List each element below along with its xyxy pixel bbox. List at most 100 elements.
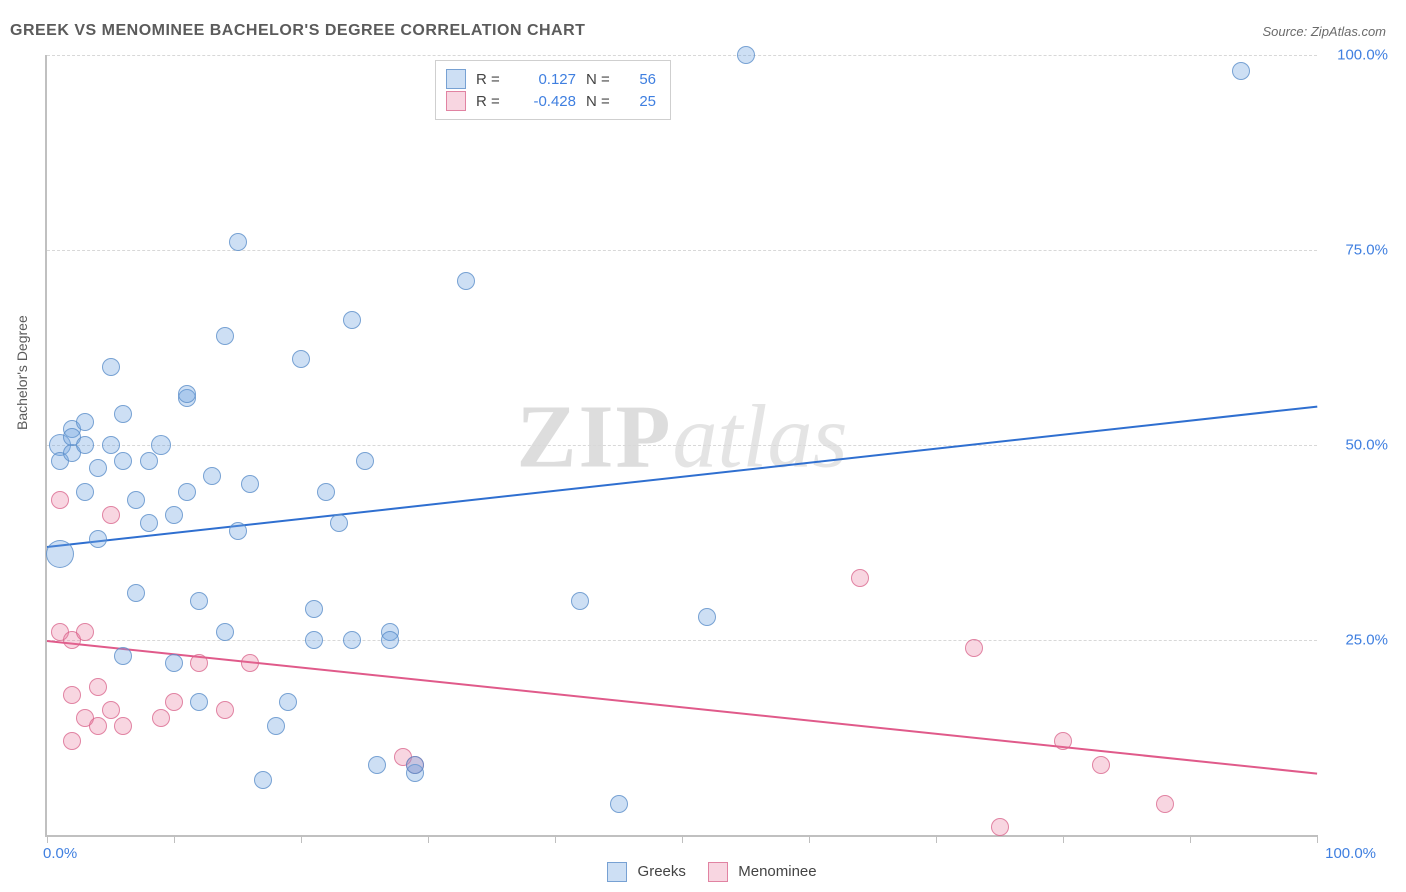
x-tick-label-left: 0.0% xyxy=(43,845,77,862)
y-tick-label: 75.0% xyxy=(1345,242,1388,259)
x-tick xyxy=(809,835,810,843)
watermark: ZIPatlas xyxy=(516,385,847,488)
r-value-greeks: 0.127 xyxy=(516,71,576,88)
legend-row-greeks: R = 0.127 N = 56 xyxy=(446,69,656,89)
data-point-greeks xyxy=(368,756,386,774)
data-point-greeks xyxy=(343,631,361,649)
x-tick xyxy=(1063,835,1064,843)
x-tick xyxy=(682,835,683,843)
data-point-greeks xyxy=(114,405,132,423)
data-point-greeks xyxy=(267,717,285,735)
data-point-greeks xyxy=(381,631,399,649)
data-point-menominee xyxy=(965,639,983,657)
data-point-menominee xyxy=(102,506,120,524)
data-point-greeks xyxy=(1232,62,1250,80)
trend-line-menominee xyxy=(47,640,1317,775)
data-point-greeks xyxy=(102,436,120,454)
data-point-greeks xyxy=(89,459,107,477)
data-point-greeks xyxy=(190,592,208,610)
n-value-menominee: 25 xyxy=(626,93,656,110)
data-point-greeks xyxy=(76,483,94,501)
watermark-atlas: atlas xyxy=(672,387,847,486)
data-point-menominee xyxy=(89,717,107,735)
data-point-greeks xyxy=(406,756,424,774)
data-point-greeks xyxy=(343,311,361,329)
data-point-greeks xyxy=(178,385,196,403)
data-point-greeks xyxy=(102,358,120,376)
data-point-greeks xyxy=(216,327,234,345)
data-point-greeks xyxy=(127,584,145,602)
n-value-greeks: 56 xyxy=(626,71,656,88)
data-point-greeks xyxy=(127,491,145,509)
data-point-greeks xyxy=(46,540,74,568)
scatter-plot-area: ZIPatlas xyxy=(45,55,1317,837)
data-point-menominee xyxy=(851,569,869,587)
data-point-menominee xyxy=(63,686,81,704)
r-value-menominee: -0.428 xyxy=(516,93,576,110)
data-point-greeks xyxy=(229,233,247,251)
x-tick xyxy=(936,835,937,843)
data-point-menominee xyxy=(1054,732,1072,750)
data-point-greeks xyxy=(356,452,374,470)
data-point-greeks xyxy=(292,350,310,368)
data-point-greeks xyxy=(76,436,94,454)
watermark-zip: ZIP xyxy=(516,387,672,486)
data-point-greeks xyxy=(610,795,628,813)
data-point-menominee xyxy=(165,693,183,711)
source-label: Source: ZipAtlas.com xyxy=(1262,24,1386,39)
x-tick-label-right: 100.0% xyxy=(1325,845,1376,862)
data-point-menominee xyxy=(63,732,81,750)
gridline xyxy=(47,55,1317,56)
data-point-greeks xyxy=(698,608,716,626)
data-point-greeks xyxy=(279,693,297,711)
data-point-menominee xyxy=(991,818,1009,836)
data-point-menominee xyxy=(51,491,69,509)
x-tick xyxy=(301,835,302,843)
swatch-menominee xyxy=(446,91,466,111)
data-point-greeks xyxy=(571,592,589,610)
swatch-greeks xyxy=(607,862,627,882)
chart-title: GREEK VS MENOMINEE BACHELOR'S DEGREE COR… xyxy=(10,22,585,40)
x-tick xyxy=(174,835,175,843)
data-point-greeks xyxy=(317,483,335,501)
data-point-greeks xyxy=(229,522,247,540)
n-label: N = xyxy=(586,71,616,88)
data-point-greeks xyxy=(114,647,132,665)
data-point-menominee xyxy=(1156,795,1174,813)
r-label: R = xyxy=(476,71,506,88)
data-point-menominee xyxy=(241,654,259,672)
data-point-menominee xyxy=(89,678,107,696)
data-point-greeks xyxy=(140,514,158,532)
data-point-greeks xyxy=(330,514,348,532)
data-point-greeks xyxy=(114,452,132,470)
y-tick-label: 100.0% xyxy=(1337,47,1388,64)
legend-row-menominee: R = -0.428 N = 25 xyxy=(446,91,656,111)
data-point-greeks xyxy=(241,475,259,493)
data-point-greeks xyxy=(254,771,272,789)
x-tick xyxy=(1190,835,1191,843)
data-point-menominee xyxy=(216,701,234,719)
data-point-greeks xyxy=(305,600,323,618)
correlation-legend: R = 0.127 N = 56 R = -0.428 N = 25 xyxy=(435,60,671,120)
data-point-greeks xyxy=(216,623,234,641)
x-tick xyxy=(1317,835,1318,843)
data-point-menominee xyxy=(190,654,208,672)
x-tick xyxy=(555,835,556,843)
data-point-greeks xyxy=(165,654,183,672)
data-point-greeks xyxy=(190,693,208,711)
data-point-greeks xyxy=(140,452,158,470)
swatch-greeks xyxy=(446,69,466,89)
x-tick xyxy=(428,835,429,843)
legend-label-greeks: Greeks xyxy=(638,863,686,880)
data-point-greeks xyxy=(165,506,183,524)
y-tick-label: 25.0% xyxy=(1345,632,1388,649)
data-point-menominee xyxy=(152,709,170,727)
data-point-greeks xyxy=(178,483,196,501)
data-point-greeks xyxy=(76,413,94,431)
gridline xyxy=(47,445,1317,446)
y-axis-label: Bachelor's Degree xyxy=(14,315,30,430)
data-point-greeks xyxy=(737,46,755,64)
data-point-menominee xyxy=(76,623,94,641)
n-label: N = xyxy=(586,93,616,110)
y-tick-label: 50.0% xyxy=(1345,437,1388,454)
